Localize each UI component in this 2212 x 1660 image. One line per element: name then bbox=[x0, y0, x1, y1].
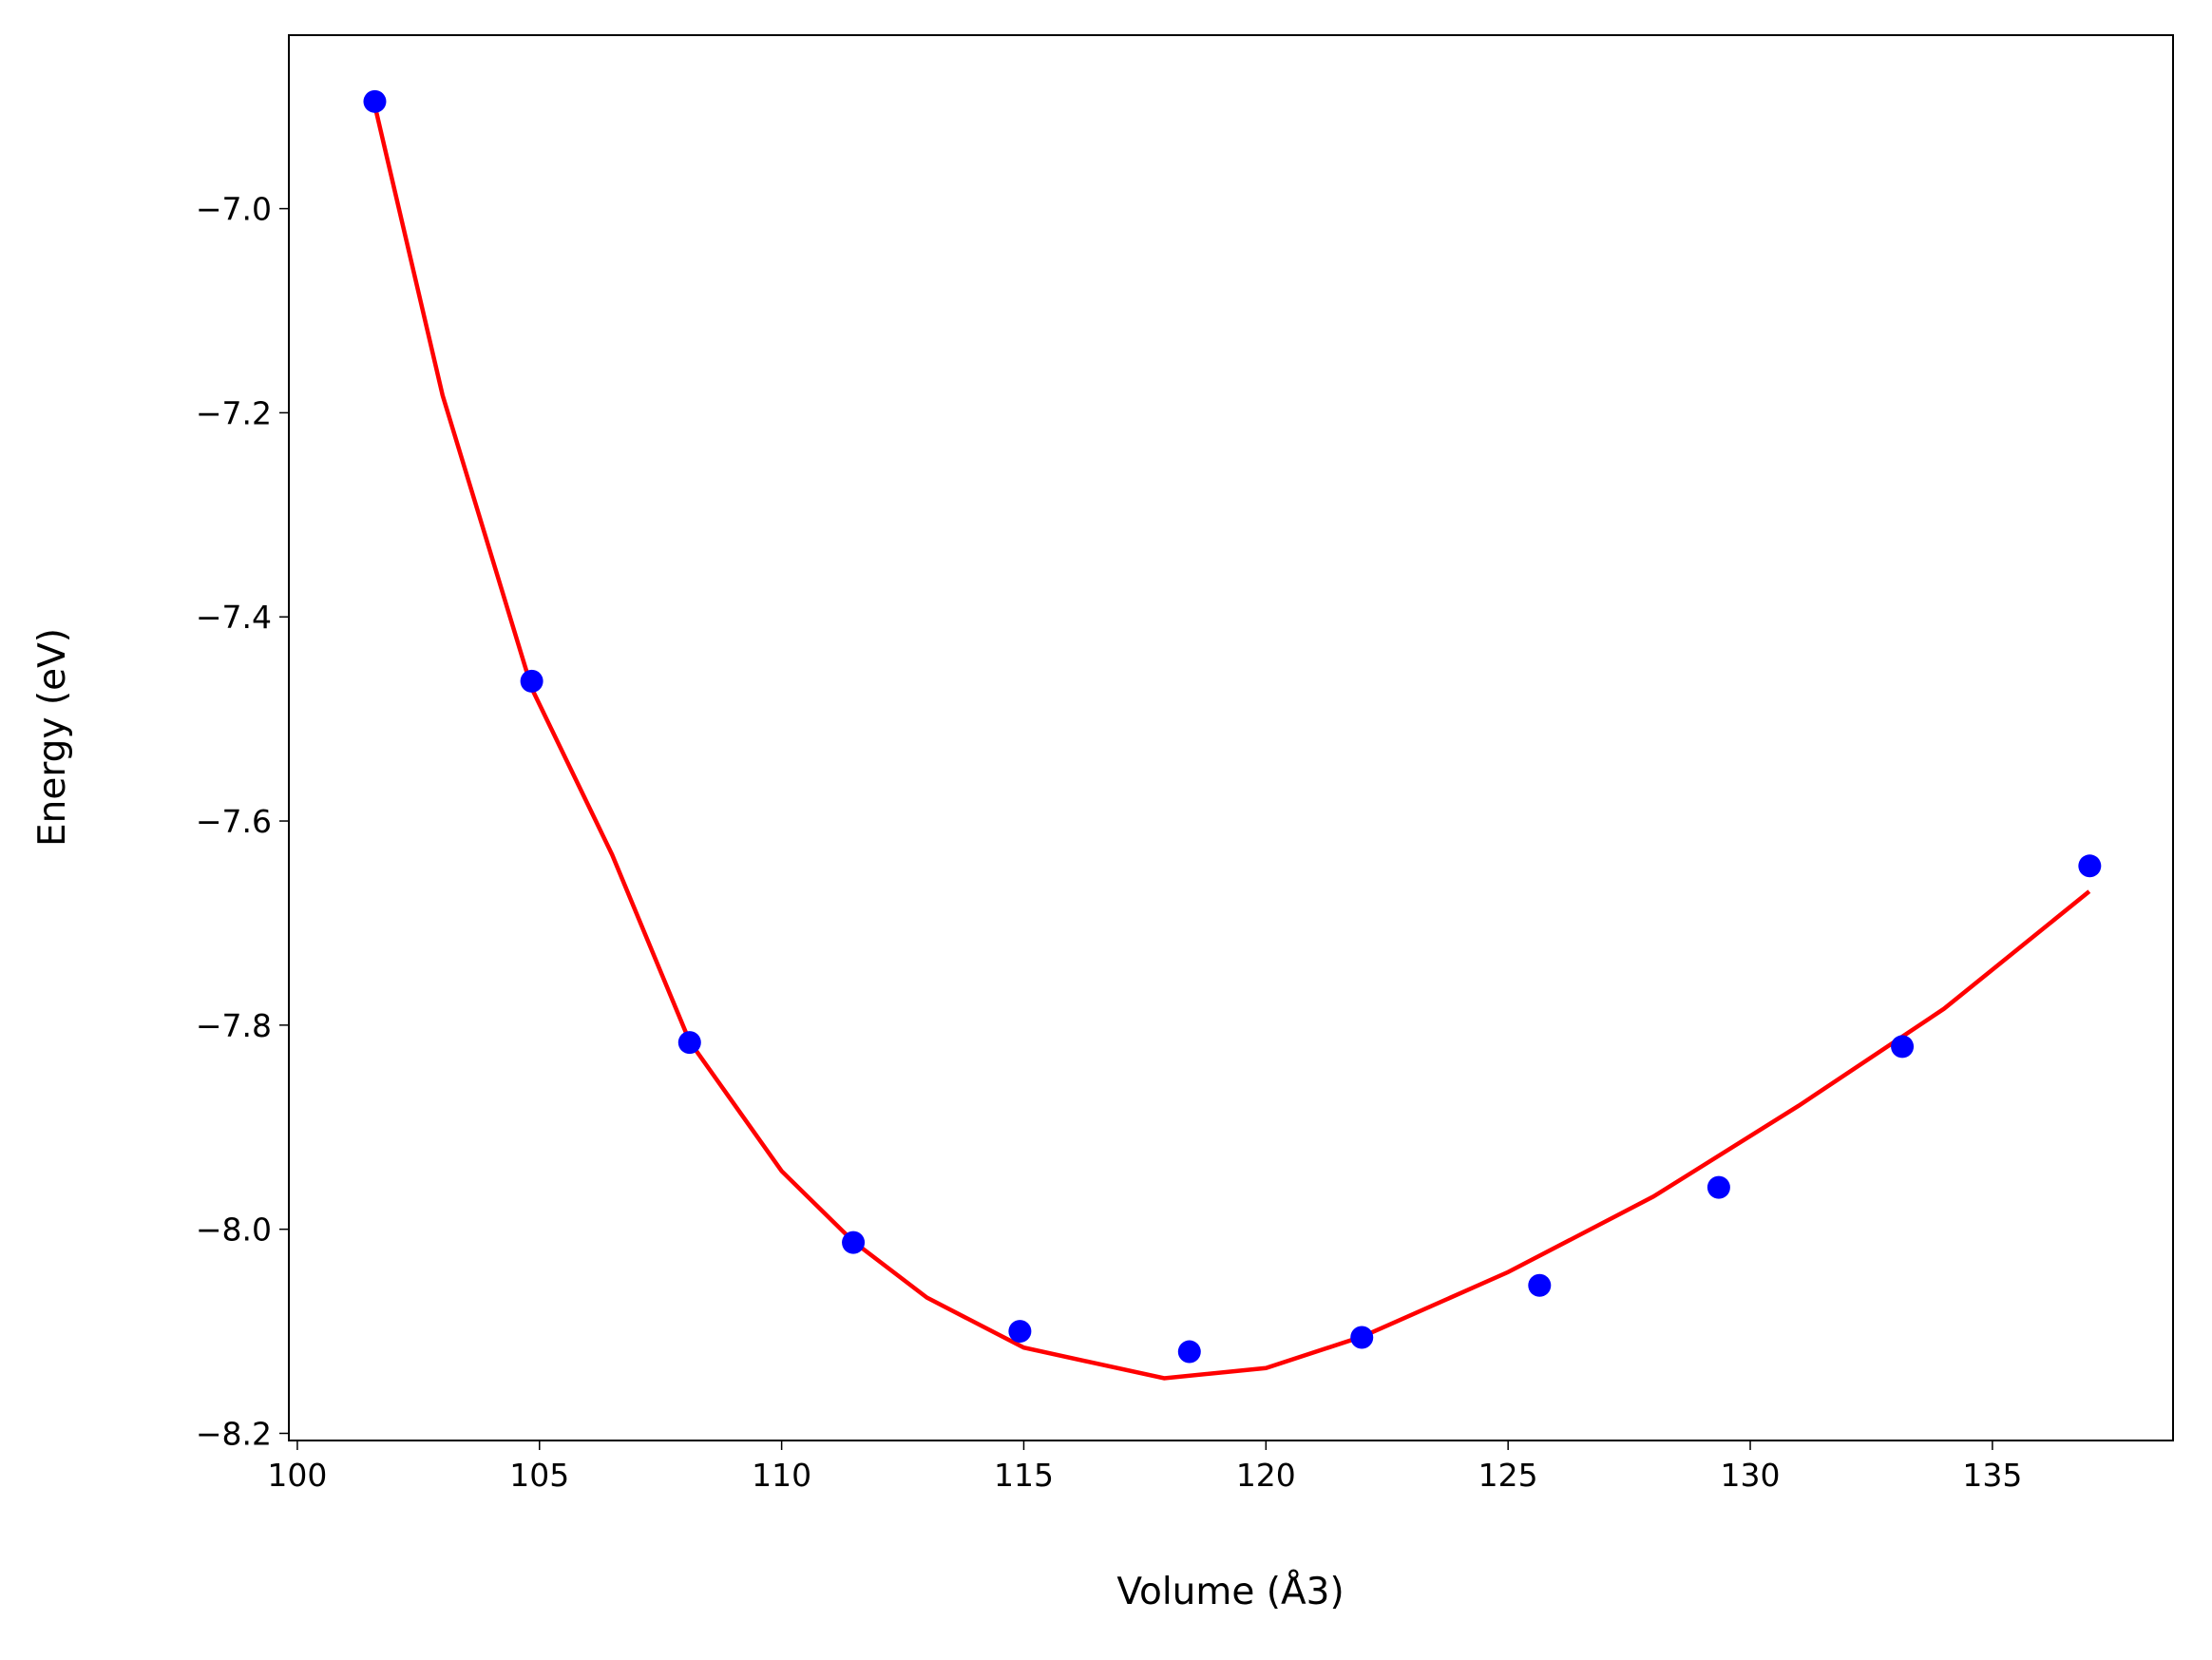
x-tick-label: 105 bbox=[509, 1457, 569, 1494]
x-axis-label: Volume (Å3) bbox=[1116, 1569, 1344, 1613]
data-point bbox=[1891, 1035, 1915, 1059]
data-point bbox=[1177, 1340, 1201, 1364]
x-tick-label: 125 bbox=[1478, 1457, 1538, 1494]
y-tick-label: −7.6 bbox=[196, 803, 272, 840]
data-point bbox=[1008, 1320, 1032, 1344]
data-point bbox=[1707, 1175, 1730, 1199]
y-tick-label: −7.0 bbox=[196, 191, 272, 228]
x-tick-label: 130 bbox=[1721, 1457, 1781, 1494]
y-axis-label: Energy (eV) bbox=[31, 628, 74, 847]
fit-line bbox=[372, 105, 2091, 1381]
data-point bbox=[1350, 1326, 1374, 1349]
y-tick-label: −7.8 bbox=[196, 1007, 272, 1044]
x-tick-label: 100 bbox=[267, 1457, 327, 1494]
y-tick-label: −8.0 bbox=[196, 1212, 272, 1249]
x-tick-label: 110 bbox=[752, 1457, 811, 1494]
data-point bbox=[1528, 1273, 1552, 1297]
y-tick-label: −7.4 bbox=[196, 599, 272, 636]
plot-frame bbox=[288, 34, 2174, 1441]
x-tick-label: 135 bbox=[1962, 1457, 2022, 1494]
data-point bbox=[2078, 854, 2102, 878]
x-tick-label: 120 bbox=[1236, 1457, 1296, 1494]
y-tick-label: −7.2 bbox=[196, 394, 272, 431]
data-point bbox=[520, 669, 543, 693]
y-tick-label: −8.2 bbox=[196, 1415, 272, 1452]
x-tick-label: 115 bbox=[994, 1457, 1054, 1494]
data-point bbox=[363, 89, 387, 113]
data-point bbox=[677, 1031, 701, 1055]
data-point bbox=[842, 1231, 866, 1254]
